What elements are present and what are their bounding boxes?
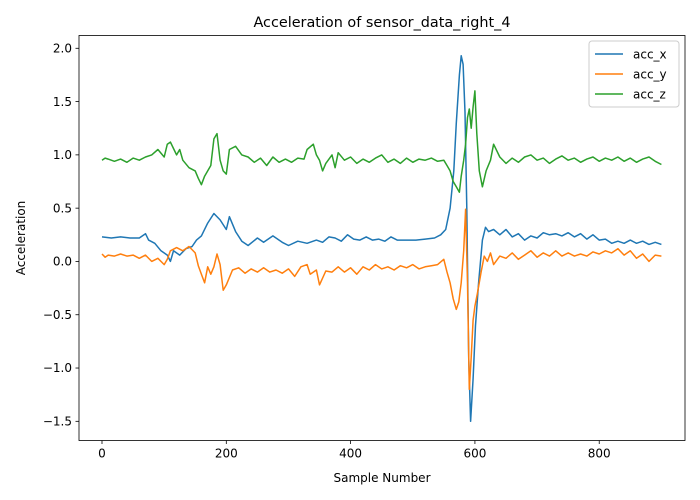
series-line-acc_z [101, 90, 662, 193]
y-tick-label: 0.0 [53, 255, 72, 269]
legend-box [588, 40, 680, 108]
y-tick-label: 0.5 [53, 201, 72, 215]
x-tick-label: 200 [215, 447, 238, 461]
y-tick-label: −1.5 [43, 415, 72, 429]
legend: acc_x acc_y acc_z [588, 40, 680, 108]
y-tick-label: 1.0 [53, 148, 72, 162]
legend-label-acc_y: acc_y [633, 67, 667, 81]
x-tick-label: 600 [463, 447, 486, 461]
plot-frame [78, 35, 686, 441]
y-tick-label: −0.5 [43, 308, 72, 322]
legend-label-acc_x: acc_x [633, 47, 667, 61]
y-tick-label: 1.5 [53, 95, 72, 109]
x-tick-label: 800 [588, 447, 611, 461]
legend-label-acc_z: acc_z [633, 87, 666, 101]
y-axis-label: Acceleration [14, 201, 28, 276]
y-axis-ticks: −1.5 −1.0 −0.5 0.0 0.5 1.0 1.5 2.0 [43, 41, 79, 429]
x-tick-label: 0 [98, 447, 106, 461]
x-axis-label: Sample Number [333, 471, 430, 485]
series-lines [101, 55, 662, 423]
x-tick-label: 400 [339, 447, 362, 461]
y-tick-label: 2.0 [53, 41, 72, 55]
chart-title: Acceleration of sensor_data_right_4 [253, 15, 510, 31]
y-tick-label: −1.0 [43, 361, 72, 375]
series-line-acc_x [101, 55, 662, 423]
x-axis-ticks: 0 200 400 600 800 [98, 440, 611, 461]
series-line-acc_y [101, 208, 662, 391]
